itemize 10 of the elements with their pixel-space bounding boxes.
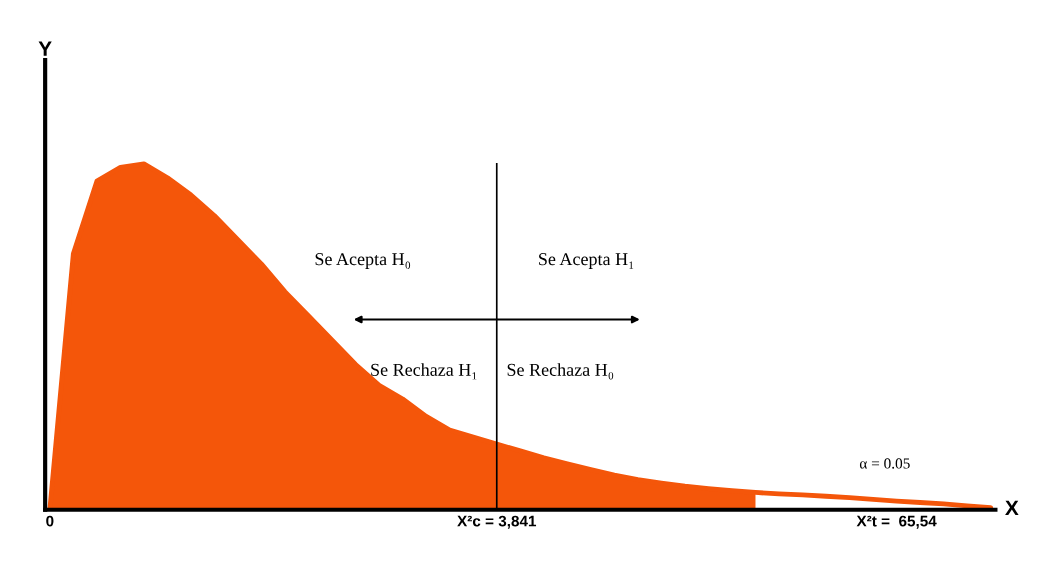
- x-tick-label: X²c = 3,841: [457, 515, 537, 529]
- annotation: Se Acepta H₁: [539, 253, 634, 269]
- annotation: α = 0.05: [859, 458, 910, 469]
- annotation: Se Rechaza H₁: [371, 363, 477, 380]
- x-tick-label: X²t = 65,54: [856, 515, 937, 529]
- x-tick-label: 0: [46, 515, 54, 527]
- text: Y: [38, 41, 52, 56]
- annotation: Se Rechaza H₀: [507, 363, 614, 380]
- annotation: Se Acepta H₀: [315, 253, 411, 269]
- x-axis-title: X: [1005, 500, 1019, 516]
